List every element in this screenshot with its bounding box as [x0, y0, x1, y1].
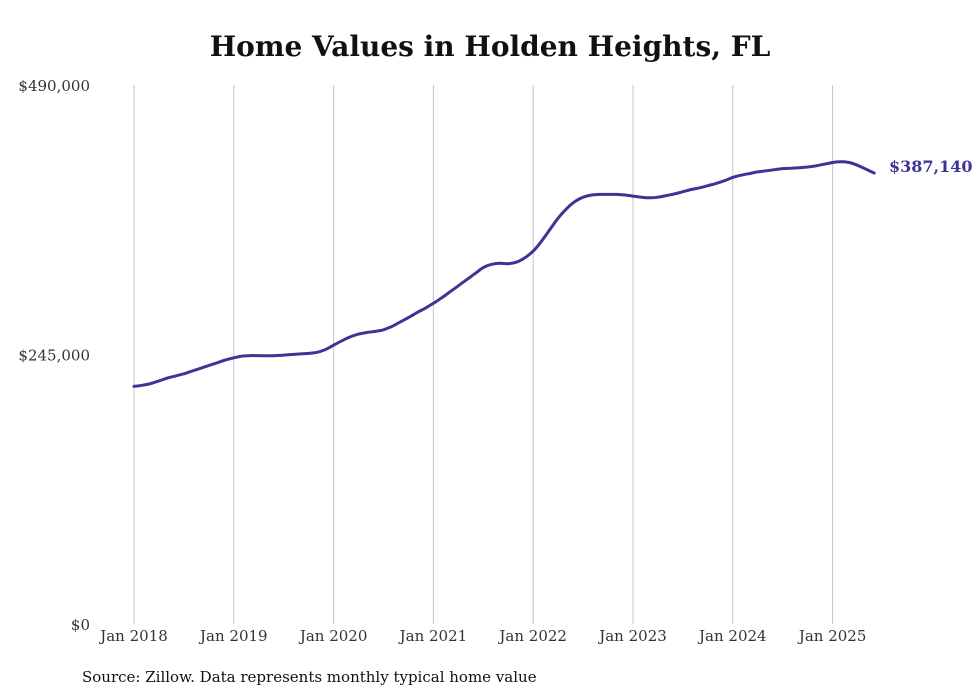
x-tick-label: Jan 2024 — [697, 627, 767, 645]
x-tick-label: Jan 2018 — [98, 627, 168, 645]
x-tick-label: Jan 2022 — [497, 627, 567, 645]
x-tick-label: Jan 2025 — [797, 627, 867, 645]
series-line — [132, 160, 876, 388]
y-tick-label: $490,000 — [18, 77, 90, 95]
y-tick-label: $245,000 — [18, 347, 90, 365]
chart-title: Home Values in Holden Heights, FL — [209, 30, 771, 63]
source-note: Source: Zillow. Data represents monthly … — [82, 668, 537, 686]
x-tick-label: Jan 2023 — [597, 627, 667, 645]
x-tick-label: Jan 2020 — [298, 627, 368, 645]
y-tick-label: $0 — [71, 616, 90, 634]
x-tick-label: Jan 2019 — [198, 627, 268, 645]
end-value-label: $387,140 — [889, 157, 973, 176]
x-tick-label: Jan 2021 — [398, 627, 468, 645]
